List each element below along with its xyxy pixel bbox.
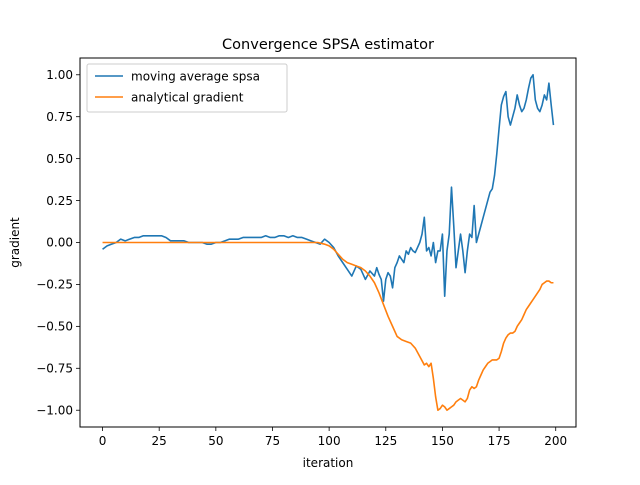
x-tick-label: 25 [152, 434, 167, 448]
x-tick-label: 100 [318, 434, 341, 448]
x-axis-label: iteration [303, 456, 354, 470]
legend: moving average spsa analytical gradient [86, 63, 288, 113]
x-tick-label: 75 [265, 434, 280, 448]
y-tick-label: 0.00 [46, 236, 73, 250]
x-tick-label: 200 [544, 434, 567, 448]
y-tick-label: −0.50 [36, 320, 73, 334]
chart-title: Convergence SPSA estimator [222, 37, 434, 53]
legend-label-analytical-gradient: analytical gradient [131, 91, 244, 105]
series-line-analytical-gradient [102, 241, 554, 412]
y-tick-label: 0.75 [46, 110, 73, 124]
x-tick-label: 150 [431, 434, 454, 448]
legend-label-moving-average-spsa: moving average spsa [131, 70, 260, 84]
y-axis-label: gradient [8, 217, 22, 268]
x-tick-label: 50 [208, 434, 223, 448]
legend-box [86, 63, 288, 113]
y-tick-label: −0.75 [36, 361, 73, 375]
y-axis: −1.00 −0.75 −0.50 −0.25 0.00 0.25 0.50 0.75 1.00 [36, 68, 80, 417]
x-tick-label: 0 [99, 434, 107, 448]
y-tick-label: 0.25 [46, 194, 73, 208]
x-tick-label: 175 [488, 434, 511, 448]
y-tick-label: −1.00 [36, 403, 73, 417]
series-layer [102, 73, 555, 412]
y-tick-label: 1.00 [46, 68, 73, 82]
series-line-moving-average-spsa [102, 73, 555, 303]
y-tick-label: 0.50 [46, 152, 73, 166]
x-tick-label: 125 [374, 434, 397, 448]
y-tick-label: −0.25 [36, 278, 73, 292]
x-axis: 0 25 50 75 100 125 150 175 200 [99, 427, 567, 448]
